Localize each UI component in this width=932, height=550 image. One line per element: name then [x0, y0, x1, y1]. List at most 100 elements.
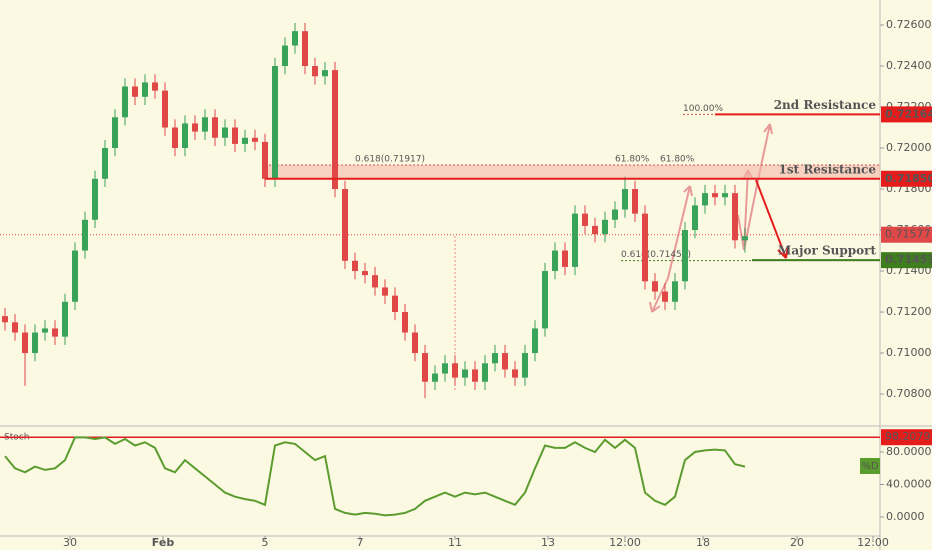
candle-body — [102, 148, 108, 179]
candle-body — [452, 363, 458, 378]
candle-body — [62, 301, 68, 337]
x-tick-label: 20 — [790, 536, 804, 549]
candle-body — [322, 70, 328, 77]
candle-body — [192, 123, 198, 132]
candle-body — [602, 219, 608, 235]
candle-body — [552, 250, 558, 272]
candle-body — [482, 363, 488, 382]
candle-body — [52, 328, 58, 337]
x-tick-label: 13 — [541, 536, 555, 549]
candle-body — [632, 189, 638, 214]
candle-body — [82, 219, 88, 251]
candle-body — [402, 312, 408, 333]
candle-body — [642, 213, 648, 282]
candle-body — [122, 86, 128, 118]
candle-body — [742, 236, 748, 241]
candle-body — [202, 117, 208, 132]
candle-body — [392, 295, 398, 313]
candle-body — [182, 123, 188, 149]
price-tag — [881, 252, 932, 269]
y-tick-label: 0.71200 — [886, 305, 932, 318]
candle-body — [172, 127, 178, 149]
candle-body — [112, 117, 118, 149]
candle-body — [32, 332, 38, 354]
y-tick-label: 0.70800 — [886, 387, 932, 400]
candle-body — [692, 205, 698, 231]
y-tick-label: 0.71000 — [886, 346, 932, 359]
candle-body — [362, 271, 368, 276]
candle-body — [542, 271, 548, 329]
candle-body — [212, 117, 218, 138]
candle-body — [252, 137, 258, 142]
candle-body — [152, 82, 158, 91]
candle-body — [682, 230, 688, 282]
candle-body — [222, 127, 228, 138]
candle-body — [332, 70, 338, 190]
price-tag-label: 0.72164 — [885, 107, 932, 120]
candle-body — [442, 363, 448, 374]
y-tick-label: 0.72400 — [886, 59, 932, 72]
x-tick-label: 12:00 — [857, 536, 889, 549]
candle-body — [612, 209, 618, 220]
candle-body — [512, 369, 518, 378]
candle-body — [652, 281, 658, 292]
candle-body — [422, 353, 428, 382]
candle-body — [372, 275, 378, 288]
candle-body — [92, 178, 98, 220]
x-tick-label: Feb — [152, 536, 175, 549]
legend-label: %D — [861, 461, 879, 472]
price-tag-label: 98.2079 — [885, 430, 931, 443]
candle-body — [662, 291, 668, 302]
candle-body — [312, 66, 318, 77]
x-tick-label: 18 — [696, 536, 710, 549]
candle-body — [712, 193, 718, 198]
candle-body — [292, 31, 298, 46]
forecast-arrow — [755, 179, 789, 259]
price-tag — [881, 429, 932, 446]
price-tag-label: 0.71453 — [885, 253, 932, 266]
candle-body — [522, 353, 528, 378]
x-tick-label: 5 — [262, 536, 269, 549]
candle-body — [22, 332, 28, 354]
resistance-zone — [265, 165, 880, 179]
candle-body — [342, 189, 348, 261]
candle-body — [622, 189, 628, 210]
x-tick-label: 12:00 — [609, 536, 641, 549]
candle-body — [382, 287, 388, 296]
stoch-line — [4, 436, 746, 517]
candle-body — [502, 353, 508, 370]
candle-body — [572, 213, 578, 267]
candle-body — [672, 281, 678, 302]
candle-body — [72, 250, 78, 302]
candle-body — [582, 213, 588, 226]
fib-label: 0.618(0.71451) — [621, 250, 691, 260]
candle-body — [2, 316, 8, 323]
candle-body — [412, 332, 418, 354]
candle-body — [562, 250, 568, 267]
fib-label: 0.618(0.71917) — [355, 155, 425, 165]
candle-body — [592, 225, 598, 235]
y-tick-label: 40.0000 — [886, 478, 932, 491]
y-tick-label: 0.72600 — [886, 18, 932, 31]
price-tag-label: 0.71850 — [885, 172, 932, 185]
level-name: 1st Resistance — [779, 162, 877, 176]
x-tick-label: 7 — [357, 536, 364, 549]
candle-body — [242, 137, 248, 144]
price-tag — [881, 170, 932, 187]
fib-label: 100.00% — [683, 104, 723, 114]
candle-body — [162, 90, 168, 128]
level-name: 2nd Resistance — [774, 98, 877, 112]
candle-body — [472, 369, 478, 382]
candle-body — [272, 66, 278, 179]
candle-body — [702, 193, 708, 206]
y-tick-label: 0.72000 — [886, 141, 932, 154]
candle-body — [732, 193, 738, 241]
price-tag-label: 0.71577 — [885, 228, 931, 241]
candle-body — [492, 353, 498, 364]
candle-body — [42, 328, 48, 333]
candle-body — [432, 373, 438, 382]
y-tick-label: 80.0000 — [886, 445, 932, 458]
